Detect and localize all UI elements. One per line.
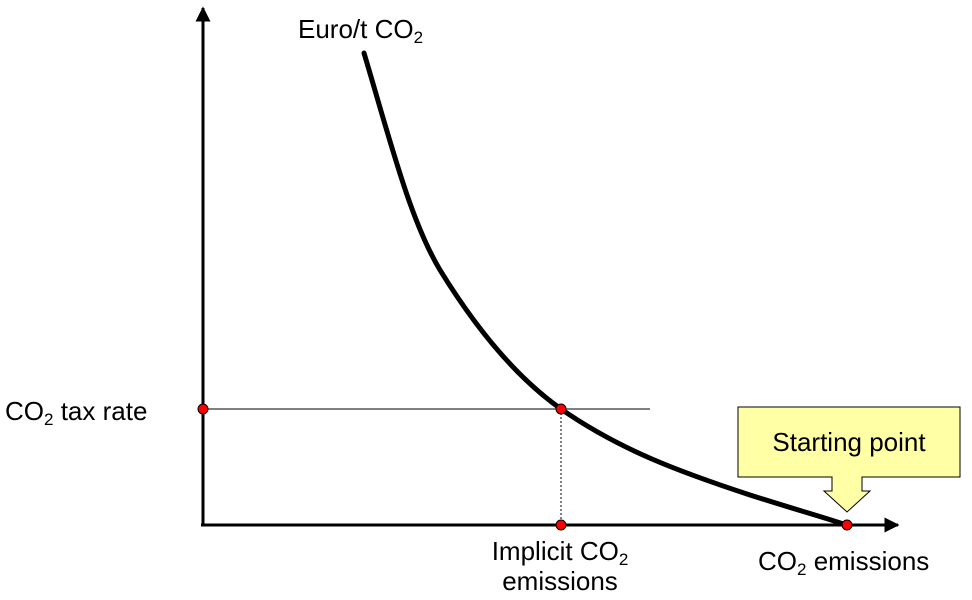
point-implicit-emissions (555, 519, 567, 531)
callout-text: Starting point (772, 426, 926, 457)
y-axis-label: Euro/t CO2 (298, 14, 424, 47)
x-axis-label: CO2 emissions (758, 546, 930, 579)
point-starting (841, 519, 853, 531)
tax-rate-label: CO2 tax rate (5, 396, 148, 429)
point-tax-rate-axis (197, 403, 209, 415)
point-intersection (555, 403, 567, 415)
abatement-curve (361, 50, 849, 528)
starting-point-callout (737, 406, 961, 513)
implicit-emissions-label: Implicit CO2 emissions (491, 536, 629, 596)
callout-shape (737, 406, 961, 513)
